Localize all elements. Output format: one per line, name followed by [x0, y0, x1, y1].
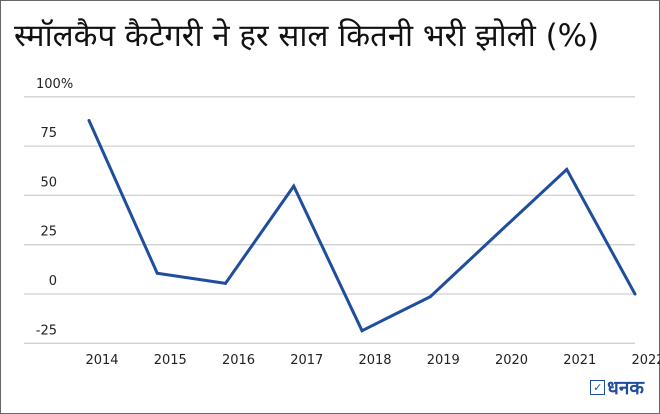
y-tick-label: 100%	[36, 77, 73, 92]
x-tick-label: 2019	[427, 353, 460, 368]
data-point	[224, 281, 227, 285]
data-point	[155, 271, 159, 275]
x-tick-label: 2017	[290, 353, 323, 368]
x-tick-label: 2021	[563, 353, 596, 368]
data-point	[565, 167, 569, 171]
x-tick-label: 2020	[495, 353, 528, 368]
checkbox-icon: ✓	[590, 379, 606, 395]
logo: ✓ धनक	[590, 374, 644, 400]
data-point	[87, 118, 91, 122]
x-tick-label: 2014	[85, 353, 118, 368]
data-point	[633, 292, 637, 296]
y-tick-label: 25	[40, 225, 57, 240]
data-point	[292, 184, 296, 188]
data-point	[497, 231, 500, 235]
y-tick-label: 75	[40, 126, 57, 141]
chart-title: स्मॉलकैप कैटेगरी ने हर साल कितनी भरी झोल…	[14, 18, 600, 54]
x-tick-label: 2018	[358, 353, 391, 368]
logo-text: धनक	[607, 377, 644, 399]
y-tick-label: 50	[40, 175, 57, 190]
x-tick-label: 2015	[154, 353, 187, 368]
data-point	[360, 329, 364, 333]
series-line	[87, 119, 637, 333]
y-tick-label: -25	[36, 323, 57, 338]
data-point	[428, 295, 432, 299]
x-tick-label: 2022	[631, 353, 660, 368]
y-tick-label: 0	[49, 274, 57, 289]
x-tick-label: 2016	[222, 353, 255, 368]
